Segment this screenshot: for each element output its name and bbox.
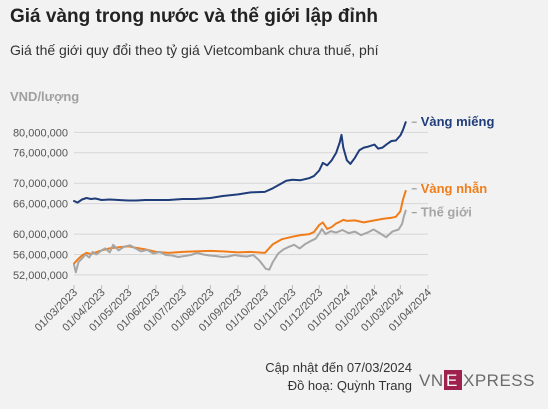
svg-text:XPRESS: XPRESS	[463, 371, 535, 390]
chart-subtitle: Giá thế giới quy đổi theo tỷ giá Vietcom…	[10, 42, 379, 58]
y-tick-label: 52,000,000	[13, 270, 68, 282]
chart-title: Giá vàng trong nước và thế giới lập đỉnh	[10, 6, 379, 27]
y-tick-label: 80,000,000	[13, 127, 68, 139]
updated-date: Cập nhật đến 07/03/2024	[265, 360, 412, 375]
series-line	[73, 209, 407, 274]
series-label: Vàng nhẫn	[421, 181, 488, 196]
svg-text:VN: VN	[419, 371, 444, 390]
line-chart: VND/lượng 52,000,000 56,000,000 60,000,000 6…	[10, 89, 495, 334]
series-label: Vàng miếng	[421, 114, 495, 129]
y-tick-label: 56,000,000	[13, 249, 68, 261]
series-line	[73, 121, 407, 204]
y-axis-label: VND/lượng	[10, 89, 79, 104]
svg-text:E: E	[446, 371, 457, 390]
y-tick-label: 66,000,000	[13, 199, 68, 211]
series-line	[73, 189, 407, 265]
vnexpress-logo: VN E XPRESS	[419, 370, 535, 390]
y-tick-label: 60,000,000	[13, 229, 68, 241]
y-tick-label: 70,000,000	[13, 178, 68, 190]
y-tick-label: 76,000,000	[13, 148, 68, 160]
graphics-credit: Đồ hoạ: Quỳnh Trang	[287, 378, 412, 393]
series-label: Thế giới	[421, 205, 472, 220]
